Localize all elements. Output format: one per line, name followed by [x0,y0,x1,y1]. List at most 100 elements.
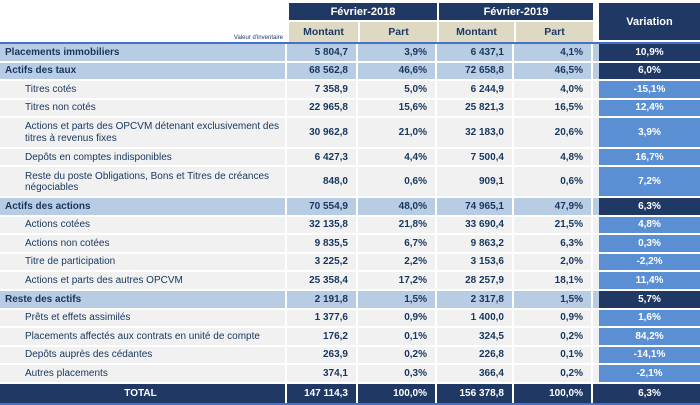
part-2019-cell: 20,6% [514,118,593,149]
row-label: Autres placements [0,365,287,384]
table-row-reste-des-actifs: Reste des actifs 2 191,8 1,5% 2 317,8 1,… [0,290,700,310]
montant-2019-cell: 28 257,9 [437,272,514,291]
variation-cell: 7,2% [593,167,700,198]
subheader-part-2019: Part [514,22,593,42]
row-label: Titre de participation [0,253,287,273]
montant-2019-cell: 156 378,8 [437,383,514,403]
part-2019-cell: 47,9% [514,197,593,217]
part-2019-cell: 4,8% [514,148,593,168]
part-2019-cell: 0,6% [514,167,593,198]
montant-2018-cell: 2 191,8 [287,290,358,310]
row-label: Titres non cotés [0,99,287,119]
montant-2018-cell: 30 962,8 [287,118,358,149]
montant-2018-cell: 9 835,5 [287,235,358,254]
row-label: Depôts en comptes indisponibles [0,148,287,168]
variation-badge: -2,1% [599,365,700,382]
variation-cell: -2,1% [593,365,700,384]
montant-2019-cell: 1 400,0 [437,309,514,329]
part-2018-cell: 17,2% [358,272,437,291]
variation-badge: 3,9% [599,118,700,147]
table-row-prets-et-effets-assimiles: Prêts et effets assimilés 1 377,6 0,9% 1… [0,309,700,329]
table-row-opcvm-titres-revenus-fixes: Actions et parts des OPCVM détenant excl… [0,118,700,149]
variation-badge: 16,7% [599,148,700,166]
part-2019-cell: 0,9% [514,309,593,329]
variation-badge: 6,3% [599,197,700,215]
row-label: Placements immobiliers [0,44,287,63]
montant-2019-cell: 25 821,3 [437,99,514,119]
table-header: Valeur d'inventaire Février-2018 Février… [0,3,700,44]
table-body: Placements immobiliers 5 804,7 3,9% 6 43… [0,44,700,405]
subheader-part-2018: Part [358,22,437,42]
montant-2018-cell: 22 965,8 [287,99,358,119]
variation-badge: 84,2% [599,328,700,345]
table-row-total: TOTAL 147 114,3 100,0% 156 378,8 100,0% … [0,383,700,403]
variation-cell: 6,3% [593,197,700,217]
variation-cell: 0,3% [593,235,700,254]
variation-badge: 0,3% [599,235,700,252]
variation-badge: -2,2% [599,253,700,271]
table-row-placements-immobiliers: Placements immobiliers 5 804,7 3,9% 6 43… [0,44,700,63]
table-row-actifs-des-actions: Actifs des actions 70 554,9 48,0% 74 965… [0,197,700,217]
part-2019-cell: 18,1% [514,272,593,291]
montant-2018-cell: 374,1 [287,365,358,384]
row-label: TOTAL [0,383,287,403]
table-row-autres-placements: Autres placements 374,1 0,3% 366,4 0,2% … [0,365,700,384]
table-row-actifs-des-taux: Actifs des taux 68 562,8 46,6% 72 658,8 … [0,62,700,82]
montant-2018-cell: 6 427,3 [287,148,358,168]
column-header-fev-2018: Février-2018 [287,3,437,22]
part-2018-cell: 21,0% [358,118,437,149]
part-2019-cell: 21,5% [514,216,593,236]
variation-cell: -15,1% [593,81,700,100]
part-2018-cell: 15,6% [358,99,437,119]
row-label: Depôts auprès des cédantes [0,346,287,366]
row-label: Actifs des taux [0,62,287,82]
part-2019-cell: 0,1% [514,346,593,366]
subheader-montant-2018: Montant [287,22,358,42]
variation-badge: 10,9% [599,44,700,61]
table-row-titres-cotes: Titres cotés 7 358,9 5,0% 6 244,9 4,0% -… [0,81,700,100]
row-label: Actions et parts des autres OPCVM [0,272,287,291]
part-2019-cell: 4,0% [514,81,593,100]
variation-cell: 84,2% [593,328,700,347]
part-2018-cell: 48,0% [358,197,437,217]
montant-2018-cell: 1 377,6 [287,309,358,329]
variation-badge: 1,6% [599,309,700,327]
montant-2019-cell: 2 317,8 [437,290,514,310]
part-2018-cell: 1,5% [358,290,437,310]
part-2018-cell: 0,3% [358,365,437,384]
part-2018-cell: 3,9% [358,44,437,63]
column-header-variation: Variation [599,3,700,40]
table-row-reste-obligations-bons-tcn: Reste du poste Obligations, Bons et Titr… [0,167,700,198]
montant-2019-cell: 7 500,4 [437,148,514,168]
montant-2018-cell: 25 358,4 [287,272,358,291]
row-label: Actions cotées [0,216,287,236]
montant-2019-cell: 324,5 [437,328,514,347]
montant-2019-cell: 6 437,1 [437,44,514,63]
part-2018-cell: 0,9% [358,309,437,329]
variation-cell: -14,1% [593,346,700,366]
variation-cell: 4,8% [593,216,700,236]
part-2019-cell: 6,3% [514,235,593,254]
variation-cell: 6,0% [593,62,700,82]
variation-cell: 12,4% [593,99,700,119]
column-header-fev-2019: Février-2019 [437,3,593,22]
row-label: Actions et parts des OPCVM détenant excl… [0,118,287,149]
variation-badge: 7,2% [599,167,700,196]
row-label: Reste des actifs [0,290,287,310]
table-row-actions-cotees: Actions cotées 32 135,8 21,8% 33 690,4 2… [0,216,700,236]
part-2019-cell: 46,5% [514,62,593,82]
part-2018-cell: 100,0% [358,383,437,403]
part-2018-cell: 0,6% [358,167,437,198]
part-2019-cell: 2,0% [514,253,593,273]
row-label: Prêts et effets assimilés [0,309,287,329]
part-2018-cell: 6,7% [358,235,437,254]
inventory-value-note: Valeur d'inventaire [233,35,283,41]
row-label: Actions non cotées [0,235,287,254]
variation-badge: -14,1% [599,346,700,364]
part-2018-cell: 2,2% [358,253,437,273]
variation-badge: 6,0% [599,62,700,80]
label-column-header: Valeur d'inventaire [0,3,287,42]
row-label: Titres cotés [0,81,287,100]
variation-badge: 4,8% [599,216,700,234]
montant-2019-cell: 72 658,8 [437,62,514,82]
